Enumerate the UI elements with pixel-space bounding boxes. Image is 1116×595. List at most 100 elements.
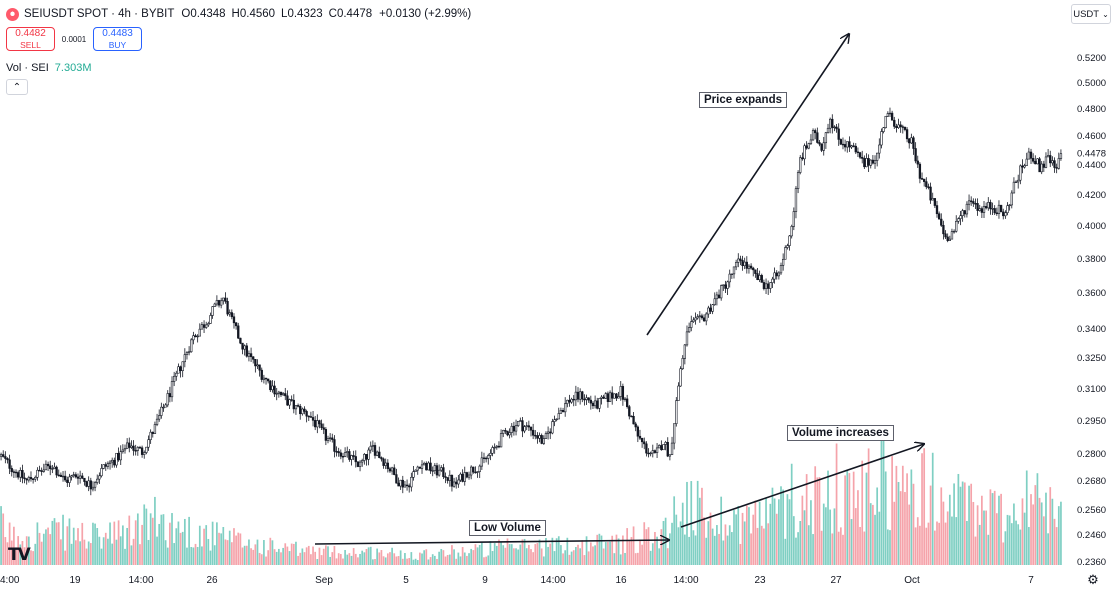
candle: [17, 472, 20, 478]
candle: [172, 375, 176, 382]
volume-bar: [735, 514, 737, 565]
volume-bar: [310, 554, 312, 565]
candle: [1017, 179, 1020, 183]
candle: [170, 381, 174, 398]
volume-bar: [731, 532, 733, 565]
volume-bar: [269, 537, 272, 565]
volume-bar: [1057, 506, 1060, 565]
candle: [974, 203, 977, 205]
candle: [722, 284, 725, 286]
buy-button[interactable]: 0.4483 BUY: [93, 27, 142, 51]
candle: [574, 391, 578, 401]
candle: [177, 366, 180, 374]
volume-bar: [51, 520, 54, 565]
candle: [811, 130, 815, 141]
candle: [8, 459, 11, 469]
volume-bar: [581, 540, 584, 565]
candle: [685, 331, 689, 346]
volume-bar: [850, 519, 853, 565]
time-axis[interactable]: 4:00 19 14:00 26 Sep 5 9 14:00 16 14:00 23 27 Oct 7: [0, 575, 1034, 586]
candle: [713, 298, 716, 305]
candle: [959, 215, 962, 219]
volume-bar: [399, 550, 402, 565]
price-tick-label: 0.4000: [1077, 221, 1106, 232]
gear-icon[interactable]: ⚙: [1087, 572, 1099, 587]
volume-bar: [666, 548, 669, 565]
candle: [448, 474, 451, 481]
volume-bar: [839, 527, 842, 565]
candle: [220, 300, 223, 306]
volume-bar: [966, 520, 968, 565]
volume-bar: [756, 527, 759, 565]
volume-bar: [316, 559, 319, 565]
volume-bar: [619, 554, 622, 565]
volume-bar: [634, 553, 637, 565]
candle: [230, 312, 233, 318]
candle: [339, 452, 342, 457]
volume-bar: [147, 539, 150, 565]
volume-legend[interactable]: Vol · SEI 7.303M: [6, 62, 92, 74]
volume-bar: [436, 558, 438, 565]
collapse-legend-button[interactable]: ⌃: [6, 79, 28, 95]
candle: [435, 465, 439, 476]
candle: [249, 353, 253, 358]
time-tick-label: 4:00: [0, 575, 20, 586]
candle: [739, 258, 742, 261]
volume-value: 7.303M: [54, 62, 92, 74]
candle: [202, 324, 206, 328]
volume-bar: [895, 465, 898, 565]
candle: [720, 285, 723, 299]
volume-bar: [8, 522, 11, 565]
candle: [1051, 160, 1054, 164]
sell-button[interactable]: 0.4482 SELL: [6, 27, 55, 51]
volume-bar: [295, 541, 297, 565]
candle: [149, 431, 152, 441]
volume-bar: [134, 520, 137, 565]
spread-value: 0.0001: [61, 34, 87, 44]
price-expands-arrow: [646, 34, 849, 336]
volume-bar: [899, 491, 902, 565]
candle: [237, 325, 240, 339]
candle: [833, 126, 836, 129]
candle: [1027, 151, 1031, 160]
volume-bar: [158, 523, 161, 565]
legend-row: SEIUSDT SPOT · 4h · BYBIT O0.4348 H0.4560…: [6, 6, 471, 22]
candle: [4, 456, 7, 459]
candle: [10, 468, 13, 473]
volume-bar: [880, 430, 883, 565]
candle: [162, 406, 165, 409]
candle: [920, 178, 924, 180]
volume-bar: [62, 514, 64, 565]
volume-bar: [549, 543, 552, 565]
volume-bar: [1042, 516, 1045, 565]
candle: [493, 446, 496, 449]
volume-bar: [551, 537, 554, 565]
candle: [764, 283, 768, 289]
trade-buttons: 0.4482 SELL 0.0001 0.4483 BUY: [6, 27, 142, 51]
volume-bar: [532, 552, 534, 565]
candle: [217, 300, 221, 306]
candle: [585, 397, 588, 400]
candle: [899, 124, 902, 127]
candle: [452, 481, 456, 487]
volume-bar: [254, 544, 257, 565]
candle: [89, 480, 92, 490]
volume-bar: [175, 528, 178, 565]
ohlc-value-o: 0.4348: [190, 8, 226, 20]
symbol-title[interactable]: SEIUSDT SPOT · 4h · BYBIT: [24, 8, 175, 20]
volume-bar: [136, 513, 139, 565]
currency-selector[interactable]: USDT ⌄: [1071, 4, 1111, 24]
candle: [1014, 181, 1018, 183]
volume-bar: [384, 557, 387, 565]
candle: [668, 454, 672, 457]
volume-bar: [683, 534, 686, 565]
price-axis[interactable]: 0.5200 0.5000 0.4800 0.4600 0.4400 0.4200 0.40…: [1077, 53, 1106, 568]
volume-bar: [19, 544, 22, 565]
volume-bar: [361, 550, 364, 565]
volume-bar: [528, 544, 530, 565]
ohlc-key-h: H: [231, 8, 240, 20]
candle: [247, 353, 251, 357]
candle: [523, 426, 526, 432]
